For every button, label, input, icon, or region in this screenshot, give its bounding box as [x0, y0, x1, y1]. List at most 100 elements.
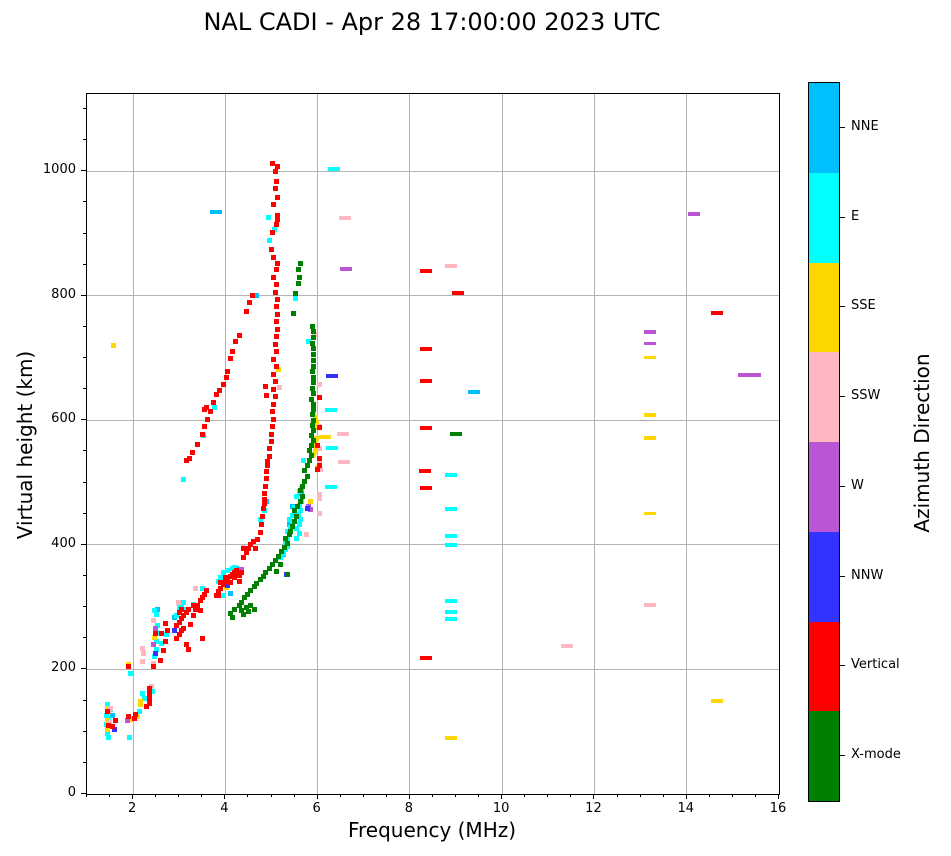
data-point-ssw: [276, 385, 282, 391]
data-point-vertical: [274, 260, 280, 266]
data-point-vertical: [179, 615, 185, 621]
data-point-e: [445, 617, 458, 621]
data-point-x-mode: [309, 324, 315, 330]
data-point-e: [293, 296, 299, 302]
x-minor-tick: [178, 794, 180, 797]
data-point-ssw: [139, 646, 145, 652]
data-point-ssw: [317, 510, 323, 516]
data-point-ssw: [316, 495, 322, 501]
data-point-vertical: [255, 537, 261, 543]
data-point-x-mode: [306, 448, 312, 454]
data-point-vertical: [271, 356, 277, 362]
data-point-vertical: [132, 712, 138, 718]
data-point-e: [445, 506, 458, 511]
x-minor-tick: [155, 794, 157, 797]
data-point-x-mode: [290, 310, 296, 316]
data-point-vertical: [204, 588, 210, 594]
data-point-e: [327, 167, 340, 172]
data-point-vertical: [159, 630, 165, 636]
data-point-e: [324, 408, 337, 413]
data-point-vertical: [259, 514, 265, 520]
data-point-vertical: [273, 349, 279, 355]
x-minor-tick: [662, 794, 664, 797]
data-point-x-mode: [242, 595, 248, 601]
data-point-x-mode: [229, 615, 235, 621]
x-major-tick: [224, 794, 226, 799]
data-point-vertical: [190, 603, 196, 609]
y-minor-tick: [83, 730, 86, 732]
colorbar-tick: [840, 755, 845, 757]
data-point-vertical: [272, 168, 278, 174]
data-point-ssw: [311, 331, 317, 337]
x-major-tick: [778, 794, 779, 799]
data-point-nne: [253, 293, 259, 299]
gridline-vertical: [593, 94, 595, 794]
data-point-vertical: [273, 267, 279, 273]
data-point-x-mode: [285, 572, 291, 578]
data-point-vertical: [126, 713, 132, 719]
data-point-w: [737, 373, 761, 378]
data-point-e: [152, 654, 158, 660]
data-point-e: [324, 484, 337, 489]
data-point-vertical: [274, 297, 280, 303]
data-point-e: [211, 405, 217, 411]
data-point-vertical: [420, 486, 433, 491]
data-point-vertical: [420, 379, 433, 384]
data-point-vertical: [106, 722, 112, 728]
data-point-e: [296, 521, 302, 527]
y-minor-tick: [83, 481, 86, 483]
data-point-vertical: [264, 476, 270, 482]
x-minor-tick: [754, 794, 756, 797]
data-point-vertical: [271, 371, 277, 377]
x-minor-tick: [109, 794, 111, 797]
data-point-e: [294, 526, 300, 532]
data-point-vertical: [264, 392, 270, 398]
data-point-vertical: [179, 628, 185, 634]
data-point-vertical: [211, 400, 217, 406]
data-point-vertical: [272, 379, 278, 385]
data-point-vertical: [271, 201, 277, 207]
data-point-sse: [643, 436, 656, 441]
data-point-vertical: [236, 332, 242, 338]
data-point-vertical: [218, 579, 224, 585]
data-point-vertical: [273, 334, 279, 340]
data-point-x-mode: [275, 553, 281, 559]
y-minor-tick: [83, 512, 86, 514]
x-tick-label: 12: [585, 801, 602, 816]
data-point-e: [289, 513, 295, 519]
x-minor-tick: [293, 794, 295, 797]
y-minor-tick: [83, 232, 86, 234]
data-point-x-mode: [310, 438, 316, 444]
data-point-e: [325, 446, 338, 451]
y-minor-tick: [83, 325, 86, 327]
data-point-x-mode: [294, 513, 300, 519]
x-major-tick: [316, 794, 318, 799]
data-point-x-mode: [245, 609, 251, 615]
data-point-vertical: [315, 443, 321, 449]
data-point-ssw: [151, 618, 157, 624]
data-point-vertical: [315, 467, 321, 473]
data-point-x-mode: [273, 568, 279, 574]
data-point-vertical: [105, 709, 111, 715]
data-point-e: [292, 505, 298, 511]
colorbar-segment-w: [809, 442, 839, 532]
y-minor-tick: [83, 699, 86, 701]
y-major-tick: [81, 543, 86, 545]
data-point-vertical: [146, 690, 152, 696]
data-point-vertical: [274, 311, 280, 317]
data-point-vertical: [262, 496, 268, 506]
data-point-vertical: [243, 549, 249, 555]
data-point-vertical: [420, 347, 433, 352]
data-point-vertical: [257, 529, 263, 535]
data-point-e: [272, 227, 278, 233]
data-point-sse: [308, 498, 314, 504]
y-minor-tick: [83, 450, 86, 452]
data-point-vertical: [202, 407, 208, 413]
data-point-e: [153, 638, 159, 644]
data-point-x-mode: [308, 433, 314, 439]
x-minor-tick: [639, 794, 641, 797]
data-point-vertical: [269, 431, 275, 437]
data-point-x-mode: [309, 340, 315, 346]
y-minor-tick: [83, 388, 86, 390]
data-point-nnw: [304, 506, 310, 512]
